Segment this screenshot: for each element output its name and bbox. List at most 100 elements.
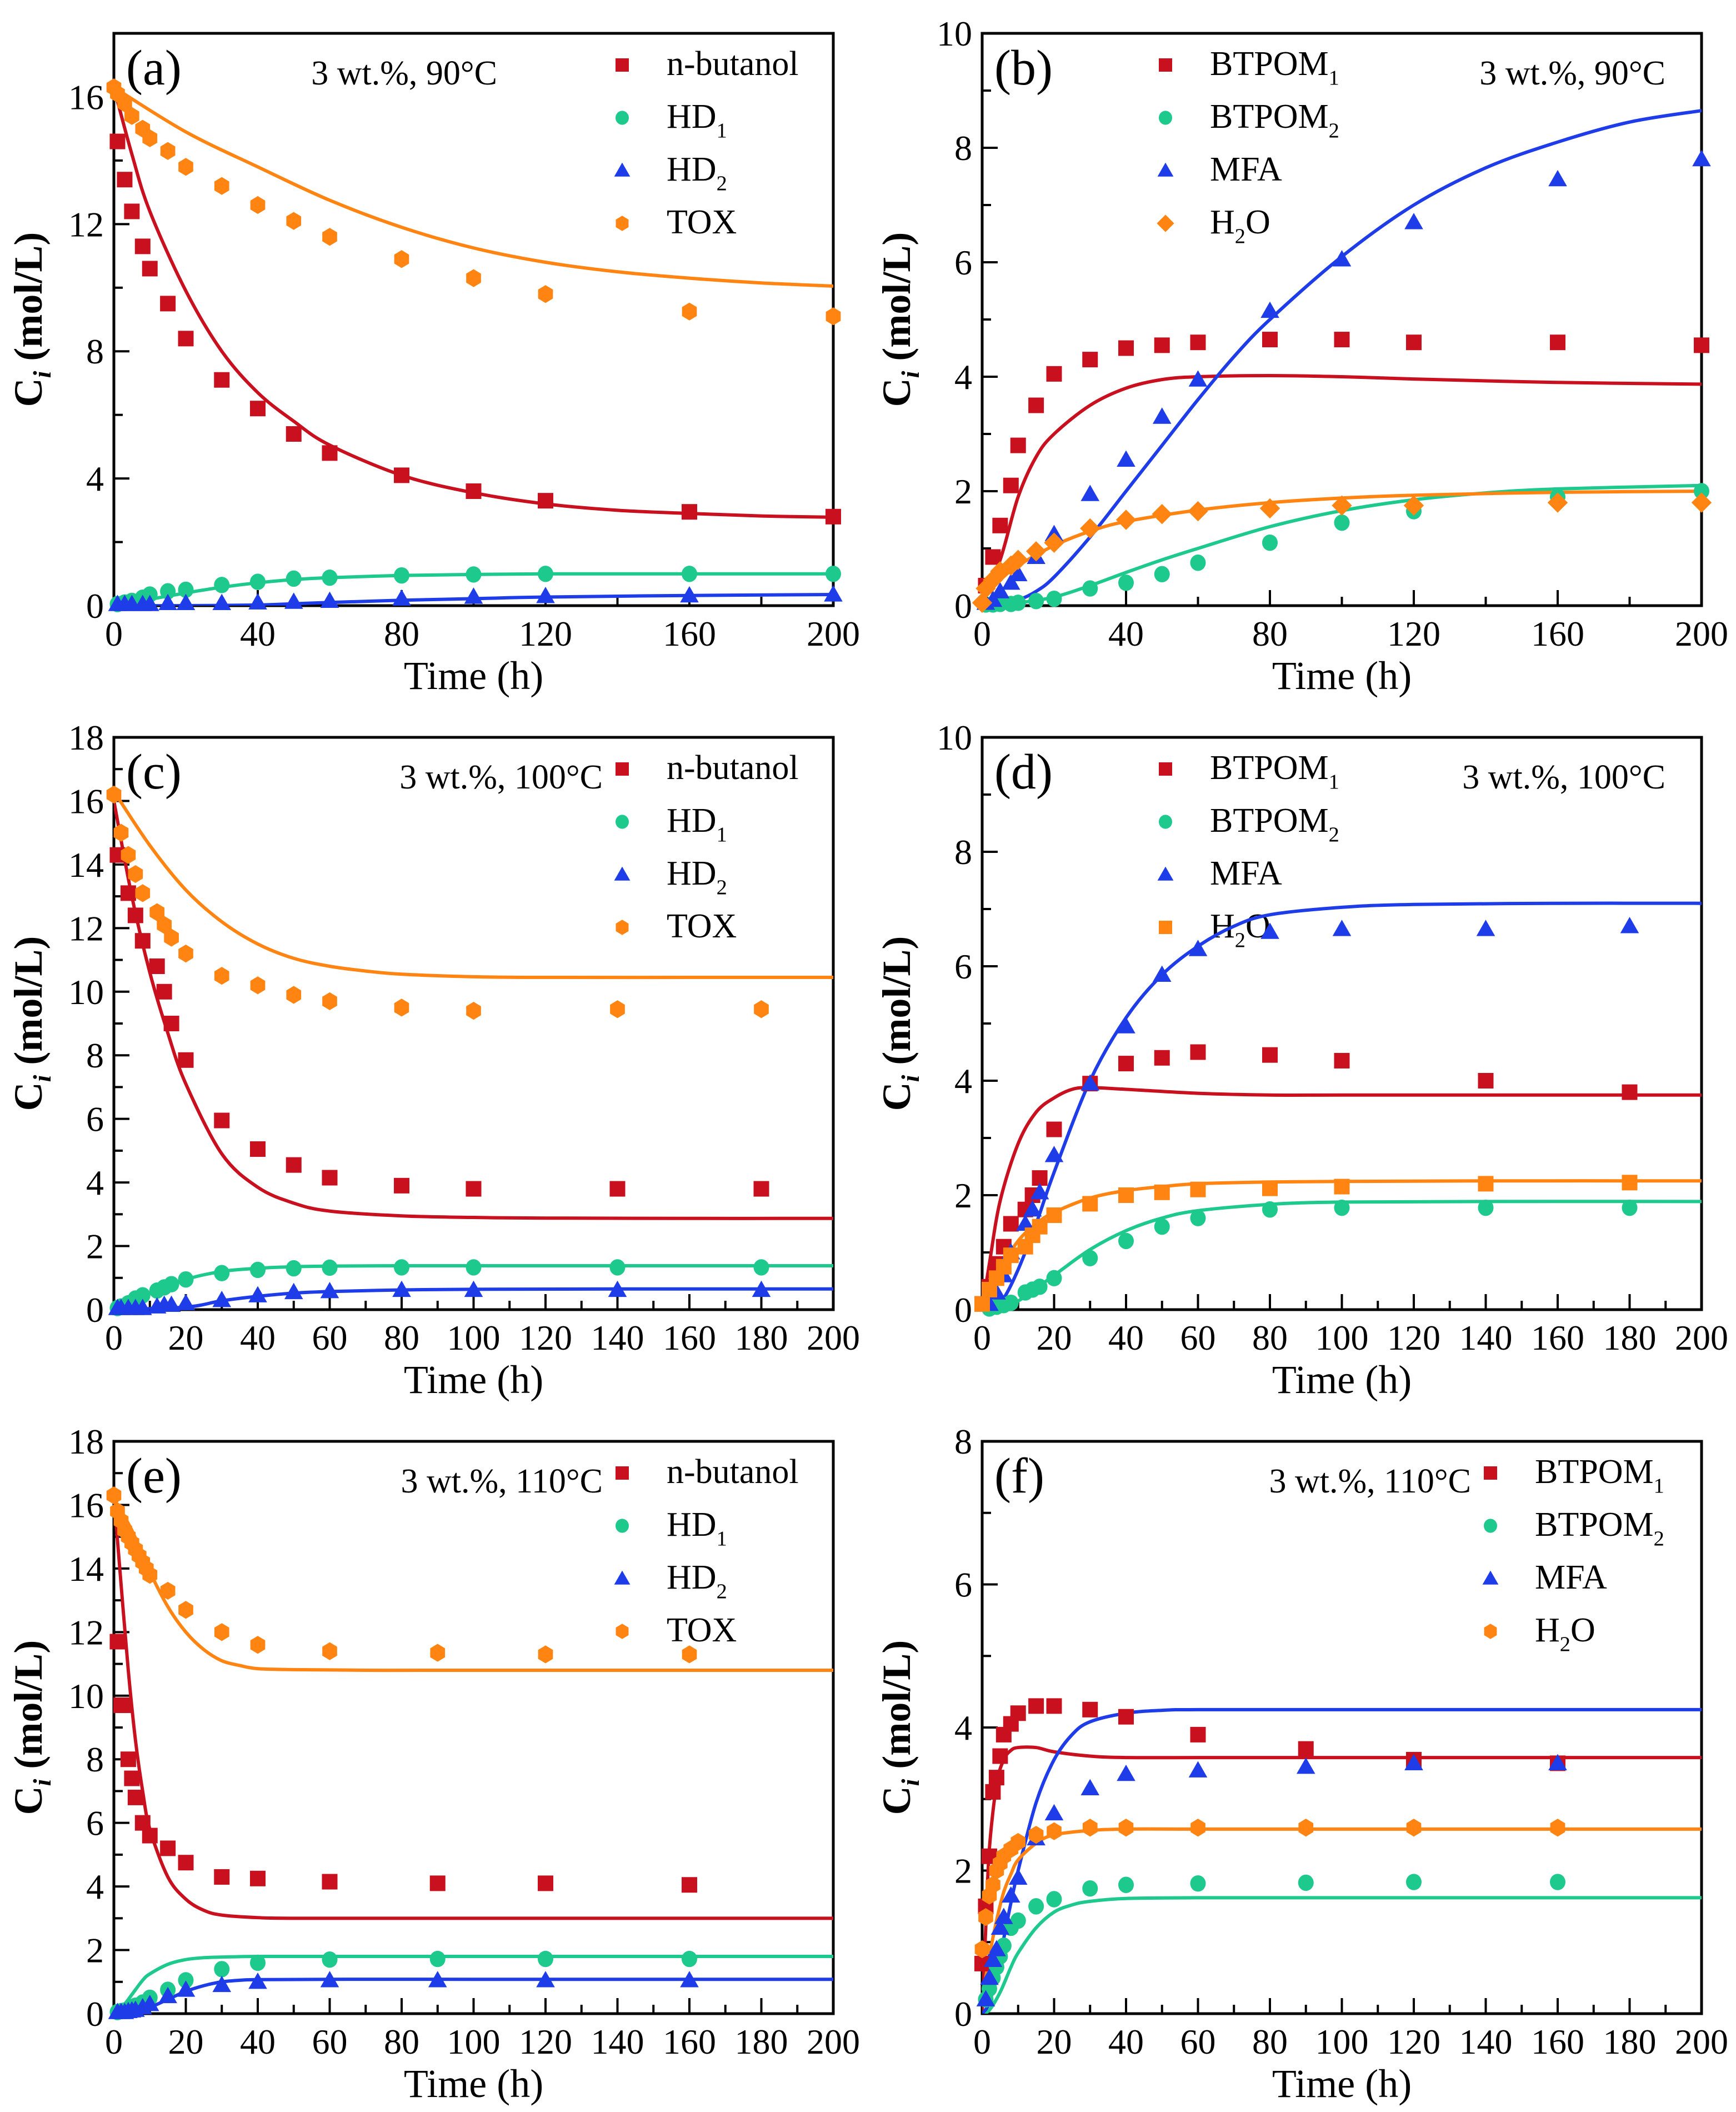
x-tick-label: 60 (1180, 2022, 1216, 2061)
x-tick-label: 80 (1252, 1318, 1288, 1357)
legend-item: n-butanol (616, 1453, 799, 1491)
data-point (124, 203, 140, 219)
data-point (466, 1181, 482, 1197)
legend-item: MFA (1157, 855, 1282, 892)
legend-marker-square-icon (1159, 762, 1172, 776)
data-point (142, 1828, 158, 1844)
chart-2: 0 20 40 60 80 100 120 140 160 180 200 0 2 4 6 8 10 12 14 16… (6, 718, 860, 1402)
y-tick-label: 8 (86, 332, 104, 371)
data-point (127, 907, 143, 923)
data-point (1115, 510, 1137, 530)
data-point (1154, 337, 1170, 353)
data-point (1046, 1121, 1062, 1137)
data-point (1002, 573, 1020, 590)
x-tick-label: 140 (1459, 1318, 1513, 1357)
data-point (121, 846, 136, 864)
data-point (972, 592, 993, 613)
legend-item: MFA (1482, 1559, 1607, 1596)
data-point (1550, 1819, 1565, 1837)
data-point (176, 593, 196, 611)
legend-item: BTPOM1 (1484, 1453, 1664, 1497)
data-point (163, 1276, 179, 1292)
legend-label: BTPOM2 (1210, 98, 1339, 142)
data-point (149, 958, 165, 974)
data-point (1622, 1175, 1638, 1191)
data-point (286, 1260, 302, 1277)
data-point (142, 586, 158, 603)
legend-marker-diamond-icon (1157, 214, 1174, 232)
data-point (682, 1877, 697, 1893)
legend-marker-triangle-icon (614, 1570, 631, 1585)
data-point (1262, 1180, 1278, 1196)
data-point (178, 1972, 194, 1989)
data-point (1190, 1210, 1206, 1226)
data-point (286, 986, 302, 1004)
fit-curve-mfa (982, 901, 1702, 1309)
data-point (1080, 518, 1100, 539)
legend-label: BTPOM2 (1535, 1506, 1664, 1550)
data-point (1008, 565, 1028, 581)
data-point (1030, 1183, 1049, 1200)
x-tick-label: 200 (1675, 1318, 1728, 1357)
chart-5: 0 20 40 60 80 100 120 140 160 180 200 0 2 4 6 8 Time (h)… (874, 1422, 1728, 2106)
data-point (1082, 1196, 1098, 1212)
data-point (156, 983, 172, 1000)
y-tick-label: 14 (68, 1549, 104, 1589)
legend-item: TOX (616, 907, 737, 945)
y-axis-label: Ci (mol/L) (6, 1640, 56, 1815)
data-point (974, 1940, 990, 1959)
data-point (978, 1908, 993, 1926)
data-point (985, 1876, 1000, 1894)
condition-annotation: 3 wt.%, 90°C (311, 54, 497, 92)
series-mfa (980, 917, 1639, 1311)
x-axis-label: Time (h) (1272, 2061, 1412, 2106)
data-point (464, 1280, 483, 1297)
data-point (320, 1971, 339, 1988)
data-point (149, 903, 165, 921)
data-point (212, 1975, 232, 1993)
data-point (608, 1280, 627, 1297)
data-point (1334, 1179, 1350, 1195)
data-point (1032, 1219, 1048, 1235)
data-point (1028, 1826, 1044, 1844)
legend-label: HD1 (667, 98, 727, 142)
legend-item: HD1 (616, 98, 727, 142)
panel-f: 0 20 40 60 80 100 120 140 160 180 200 0 2 4 6 8 Time (h)… (868, 1408, 1736, 2112)
legend-item: H2O (1159, 907, 1270, 952)
data-point (1023, 1200, 1042, 1217)
data-point (320, 1282, 339, 1299)
x-tick-label: 160 (1531, 2022, 1584, 2061)
data-point (1028, 1898, 1044, 1915)
legend-item: n-butanol (616, 749, 799, 787)
data-point (1334, 1199, 1350, 1216)
data-point (754, 1000, 769, 1018)
legend-item: HD2 (614, 151, 727, 195)
data-point (1476, 920, 1495, 936)
legend-label: HD2 (667, 1559, 727, 1603)
data-point (1152, 504, 1172, 525)
x-tick-label: 60 (312, 2022, 348, 2061)
y-tick-label: 4 (954, 357, 972, 397)
legend-marker-circle-icon (1484, 1519, 1497, 1533)
data-point (429, 1950, 446, 1968)
data-point (1334, 514, 1350, 531)
data-point (127, 1789, 143, 1805)
legend-marker-square-icon (616, 762, 629, 776)
x-axis-label: Time (h) (404, 2061, 543, 2106)
x-tick-label: 100 (1315, 2022, 1369, 2061)
x-tick-label: 100 (447, 1318, 501, 1357)
data-point (394, 567, 409, 584)
legend-marker-hexagon-icon (1484, 1624, 1497, 1639)
data-point (322, 1951, 338, 1968)
data-point (1188, 501, 1208, 522)
y-tick-label: 2 (954, 1851, 972, 1891)
legend-label: HD2 (667, 855, 727, 899)
x-tick-label: 80 (384, 2022, 419, 2061)
fit-curve-btpom2 (982, 483, 1702, 606)
series-hd1 (109, 1950, 697, 2020)
series-mfa (976, 1754, 1567, 2006)
data-point (1152, 965, 1172, 982)
data-point (1404, 213, 1423, 229)
x-tick-label: 160 (663, 2022, 716, 2061)
legend-marker-triangle-icon (1157, 866, 1174, 881)
